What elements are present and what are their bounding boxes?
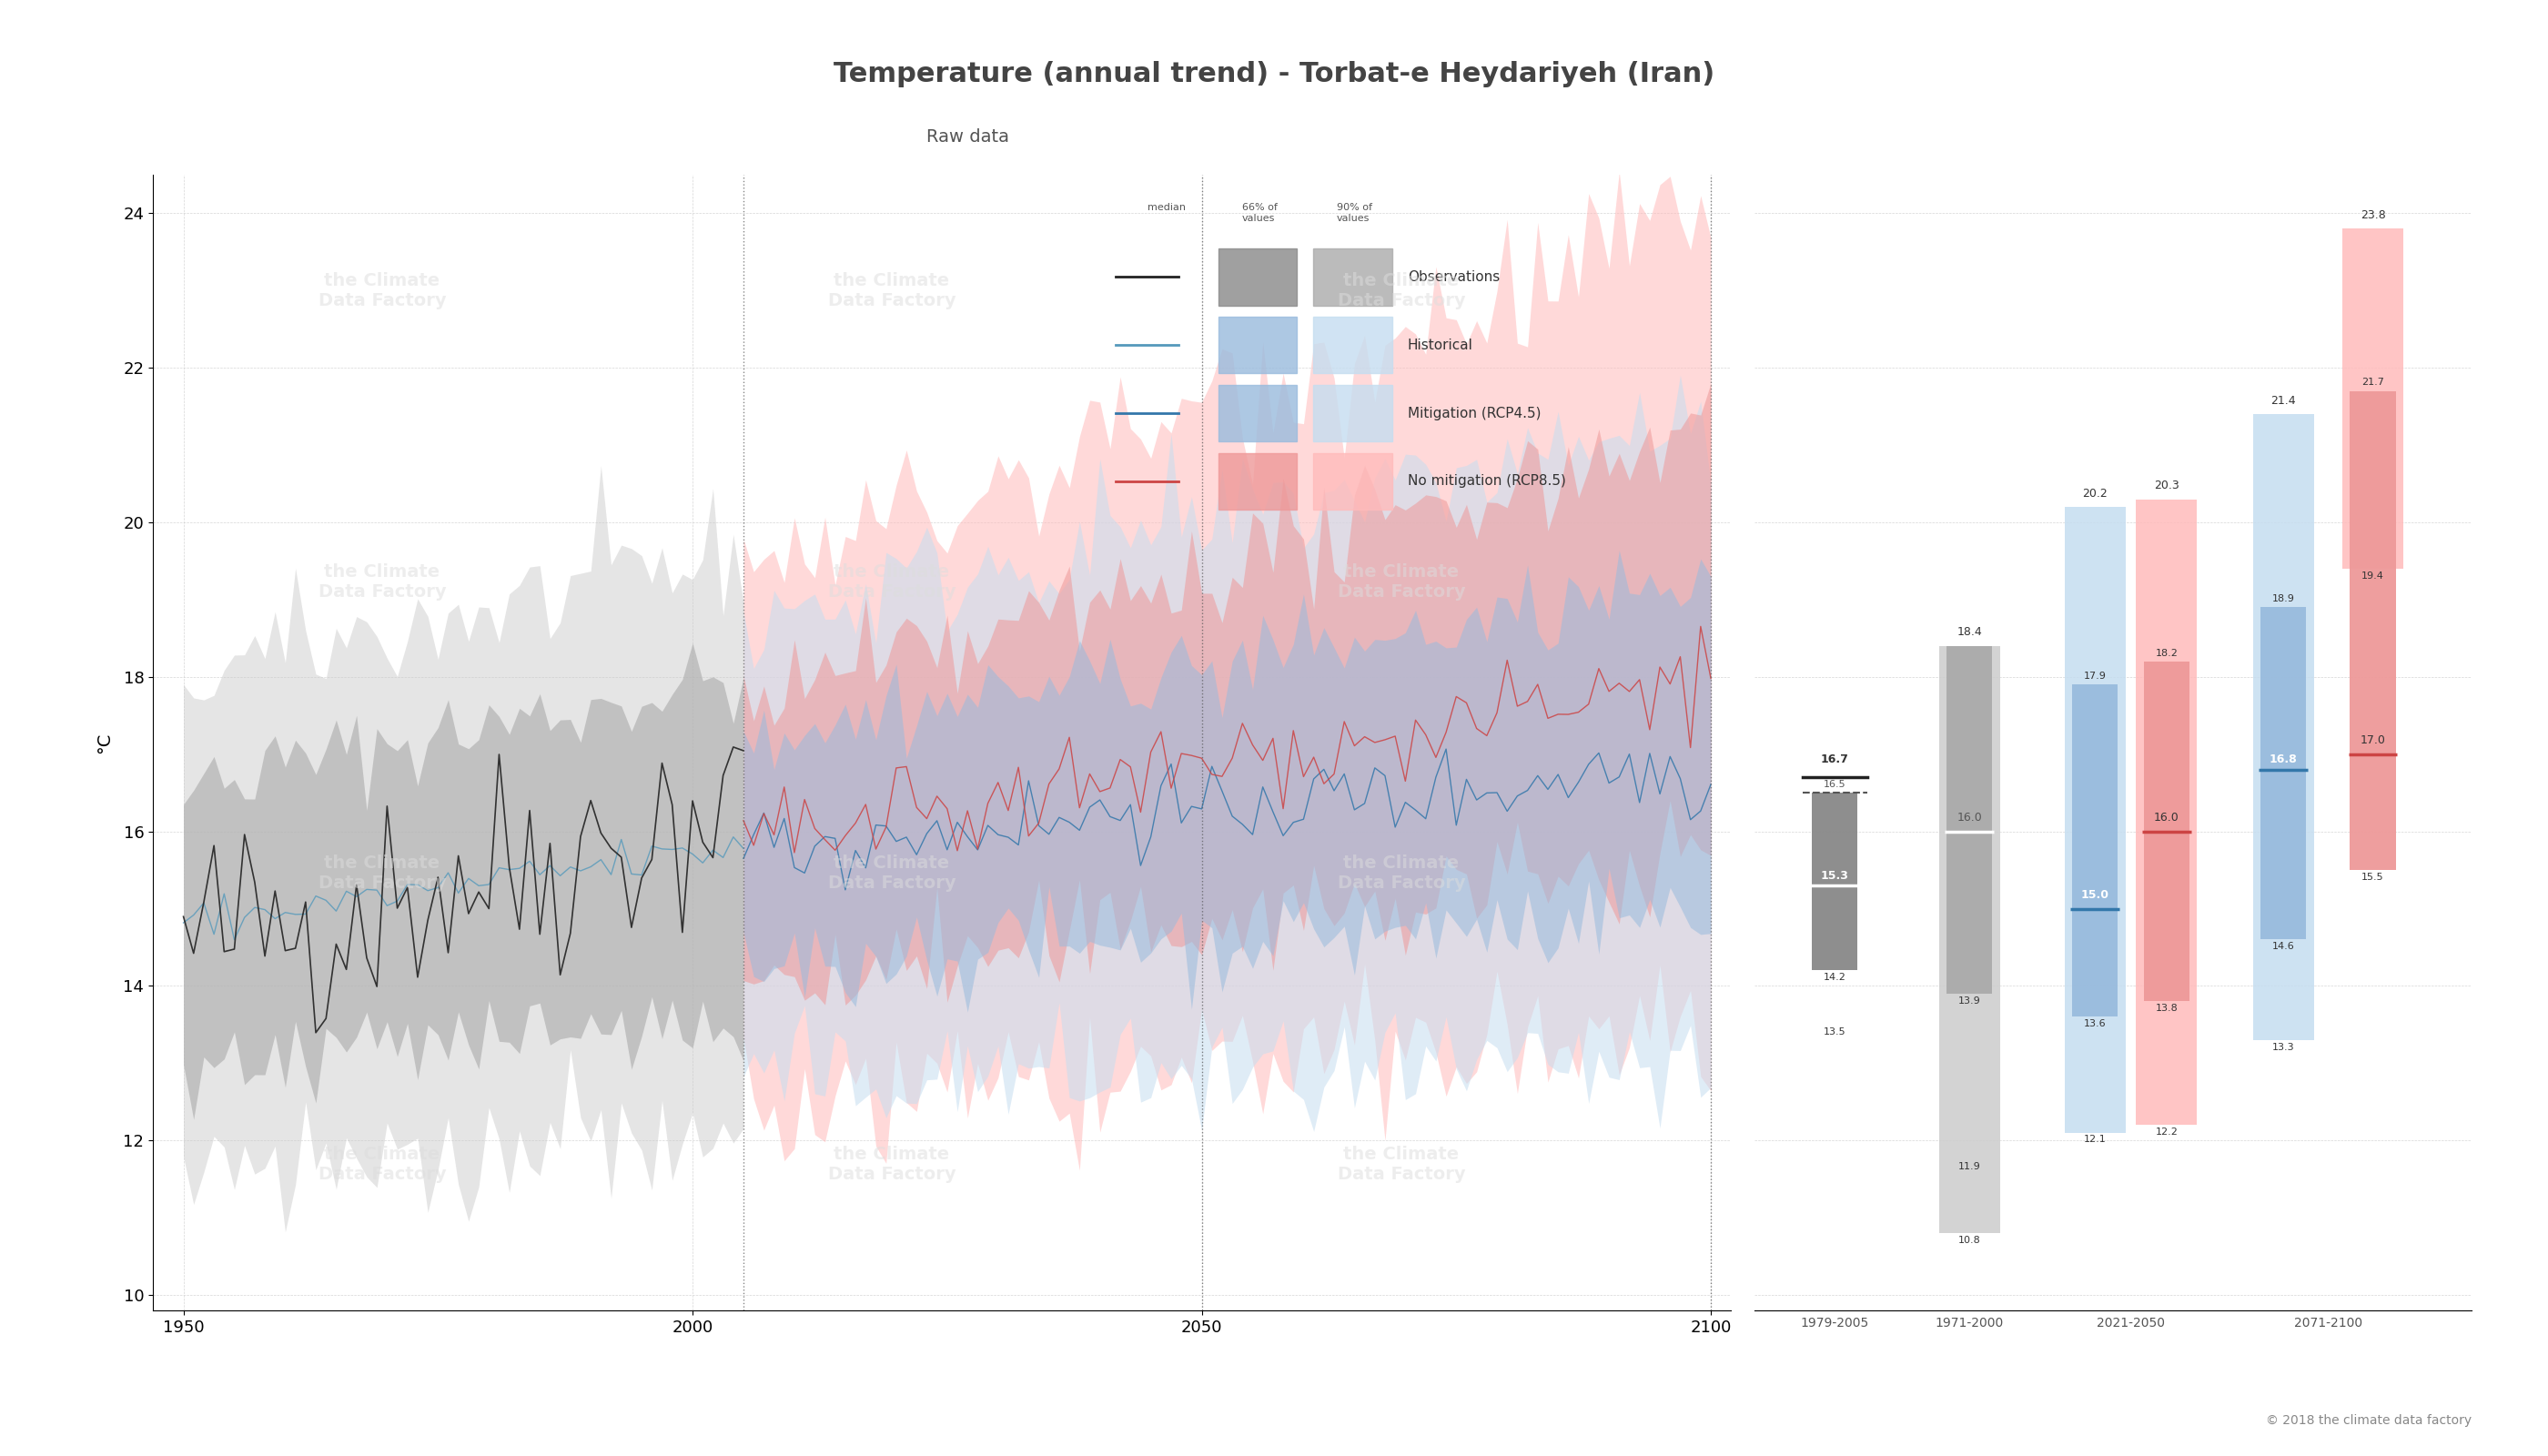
- Text: the Climate
Data Factory: the Climate Data Factory: [318, 855, 446, 893]
- Text: Raw data: Raw data: [927, 128, 1009, 146]
- Text: the Climate
Data Factory: the Climate Data Factory: [318, 272, 446, 310]
- Bar: [2072, 684, 2117, 1016]
- Bar: [2342, 229, 2403, 569]
- Text: 16.7: 16.7: [1822, 754, 1850, 766]
- Text: the Climate
Data Factory: the Climate Data Factory: [828, 855, 956, 893]
- Text: 18.9: 18.9: [2273, 594, 2296, 603]
- FancyBboxPatch shape: [1312, 384, 1391, 441]
- Text: 11.9: 11.9: [1957, 1162, 1980, 1171]
- Text: 13.5: 13.5: [1824, 1026, 1847, 1037]
- Bar: [1947, 646, 1993, 993]
- FancyBboxPatch shape: [1218, 249, 1297, 306]
- Text: 10.8: 10.8: [1957, 1236, 1980, 1245]
- Bar: [1812, 792, 1857, 971]
- Bar: [1939, 646, 2000, 1233]
- Text: 13.6: 13.6: [2084, 1019, 2107, 1028]
- Text: median: median: [1147, 202, 1185, 213]
- Bar: [2064, 507, 2125, 1133]
- Text: the Climate
Data Factory: the Climate Data Factory: [318, 563, 446, 601]
- Text: 20.2: 20.2: [2082, 488, 2107, 499]
- Text: © 2018 the climate data factory: © 2018 the climate data factory: [2265, 1414, 2472, 1427]
- Text: the Climate
Data Factory: the Climate Data Factory: [1338, 855, 1465, 893]
- Text: Historical: Historical: [1406, 338, 1473, 352]
- Text: 17.9: 17.9: [2084, 671, 2107, 681]
- Y-axis label: °C: °C: [97, 732, 112, 753]
- Bar: [2260, 607, 2306, 939]
- Bar: [2252, 414, 2314, 1040]
- Text: 15.0: 15.0: [2082, 890, 2110, 901]
- Text: the Climate
Data Factory: the Climate Data Factory: [828, 1146, 956, 1184]
- FancyBboxPatch shape: [1312, 317, 1391, 374]
- Bar: [2349, 392, 2395, 871]
- Text: No mitigation (RCP8.5): No mitigation (RCP8.5): [1406, 475, 1567, 488]
- Text: 23.8: 23.8: [2359, 210, 2385, 221]
- FancyBboxPatch shape: [1218, 384, 1297, 441]
- Text: 13.3: 13.3: [2273, 1042, 2293, 1051]
- Text: 90% of
values: 90% of values: [1338, 202, 1373, 223]
- Text: the Climate
Data Factory: the Climate Data Factory: [828, 563, 956, 601]
- Text: 16.5: 16.5: [1824, 780, 1847, 789]
- Text: 21.7: 21.7: [2362, 379, 2385, 387]
- Text: 12.1: 12.1: [2084, 1136, 2107, 1144]
- Text: Temperature (annual trend) - Torbat-e Heydariyeh (Iran): Temperature (annual trend) - Torbat-e He…: [833, 61, 1715, 87]
- FancyBboxPatch shape: [1218, 453, 1297, 510]
- Text: 12.2: 12.2: [2156, 1127, 2179, 1137]
- Bar: [2143, 661, 2189, 1002]
- FancyBboxPatch shape: [1312, 453, 1391, 510]
- Text: 17.0: 17.0: [2359, 735, 2385, 747]
- Text: 15.5: 15.5: [2362, 872, 2385, 882]
- Text: 18.2: 18.2: [2156, 648, 2179, 658]
- Text: 16.0: 16.0: [2153, 812, 2179, 824]
- Text: the Climate
Data Factory: the Climate Data Factory: [828, 272, 956, 310]
- Text: Observations: Observations: [1406, 271, 1501, 284]
- Text: 16.8: 16.8: [2270, 754, 2298, 766]
- Text: 16.0: 16.0: [1957, 812, 1982, 824]
- Text: 15.3: 15.3: [1822, 869, 1850, 882]
- Text: 18.4: 18.4: [1957, 626, 1982, 638]
- Text: 19.4: 19.4: [2362, 571, 2385, 581]
- FancyBboxPatch shape: [1218, 317, 1297, 374]
- FancyBboxPatch shape: [1312, 249, 1391, 306]
- Text: Mitigation (RCP4.5): Mitigation (RCP4.5): [1406, 406, 1542, 419]
- Text: 20.3: 20.3: [2153, 479, 2179, 492]
- Text: 14.2: 14.2: [1824, 973, 1847, 981]
- Text: 13.9: 13.9: [1957, 996, 1980, 1005]
- Text: the Climate
Data Factory: the Climate Data Factory: [1338, 272, 1465, 310]
- Text: 66% of
values: 66% of values: [1241, 202, 1277, 223]
- Text: 14.6: 14.6: [2273, 942, 2296, 951]
- Text: 13.8: 13.8: [2156, 1003, 2179, 1013]
- Text: the Climate
Data Factory: the Climate Data Factory: [1338, 1146, 1465, 1184]
- Bar: [2135, 499, 2196, 1125]
- Text: the Climate
Data Factory: the Climate Data Factory: [318, 1146, 446, 1184]
- Text: the Climate
Data Factory: the Climate Data Factory: [1338, 563, 1465, 601]
- Text: 21.4: 21.4: [2270, 395, 2296, 406]
